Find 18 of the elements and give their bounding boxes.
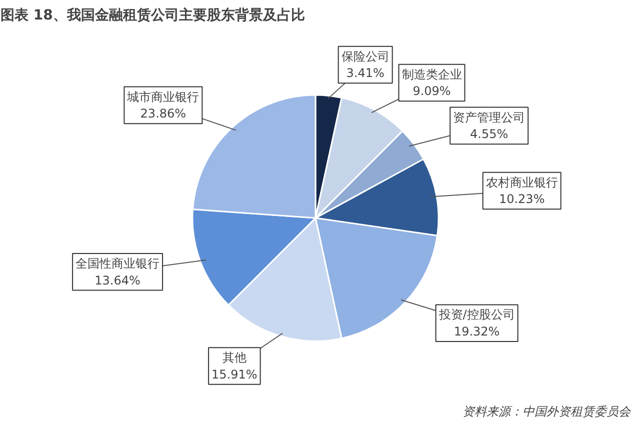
data-label: 3.41% (346, 66, 384, 80)
slice-label: 其他 (222, 350, 246, 365)
slice-label: 制造类企业 (402, 67, 462, 82)
chart-title: 图表 18、我国金融租赁公司主要股东背景及占比 (0, 6, 305, 24)
slice-label: 资产管理公司 (453, 110, 526, 124)
data-label: 10.23% (498, 192, 545, 206)
text: 资料来源：中国外资租赁委员会 (462, 404, 632, 418)
data-label: 15.91% (212, 367, 258, 382)
slice-label: 全国性商业银行 (76, 256, 160, 270)
data-label: 23.86% (140, 106, 186, 121)
slice-label: 投资/控股公司 (438, 308, 515, 322)
slice-label: 城市商业银行 (126, 90, 200, 104)
data-label: 19.32% (454, 324, 500, 339)
data-label: 4.55% (470, 127, 508, 142)
data-label: 13.64% (94, 273, 140, 288)
slice-label: 农村商业银行 (486, 175, 558, 190)
data-label: 9.09% (412, 84, 451, 98)
slice-label: 保险公司 (341, 49, 390, 64)
